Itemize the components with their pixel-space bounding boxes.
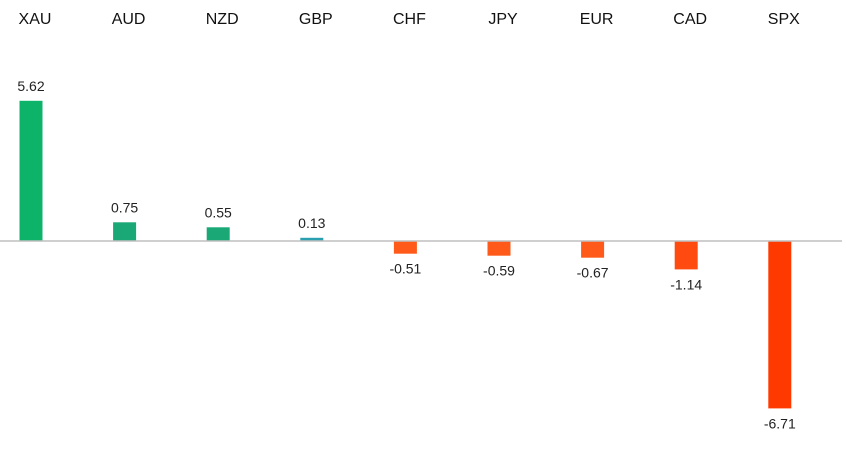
bar-eur	[581, 241, 605, 258]
bar-spx	[768, 241, 792, 409]
category-label-jpy: JPY	[488, 11, 518, 28]
value-label-spx: -6.71	[764, 415, 796, 431]
bars-group	[19, 100, 792, 409]
category-labels-group: XAU AUD NZD GBP CHF JPY EUR CAD SPX	[19, 11, 801, 28]
value-label-jpy: -0.59	[483, 263, 515, 279]
value-label-chf: -0.51	[389, 261, 421, 277]
value-label-aud: 0.75	[111, 199, 138, 215]
bar-cad	[674, 241, 698, 270]
value-labels-group: 5.62 0.75 0.55 0.13 -0.51 -0.59 -0.67 -1.14 -6.7…	[17, 78, 796, 432]
value-label-gbp: 0.13	[298, 215, 325, 231]
value-label-xau: 5.62	[17, 78, 44, 94]
category-label-gbp: GBP	[299, 11, 333, 28]
bar-xau	[19, 100, 43, 241]
value-label-eur: -0.67	[577, 265, 609, 281]
category-label-chf: CHF	[393, 11, 426, 28]
category-label-eur: EUR	[580, 11, 614, 28]
bar-aud	[113, 222, 137, 241]
bar-nzd	[206, 227, 230, 241]
value-label-nzd: 0.55	[205, 204, 232, 220]
category-label-cad: CAD	[673, 11, 707, 28]
bar-gbp	[300, 237, 324, 241]
category-label-aud: AUD	[112, 11, 146, 28]
category-label-xau: XAU	[19, 11, 52, 28]
category-label-spx: SPX	[768, 11, 800, 28]
bar-chf	[393, 241, 417, 254]
value-label-cad: -1.14	[670, 276, 702, 292]
bar-jpy	[487, 241, 511, 256]
category-label-nzd: NZD	[206, 11, 239, 28]
